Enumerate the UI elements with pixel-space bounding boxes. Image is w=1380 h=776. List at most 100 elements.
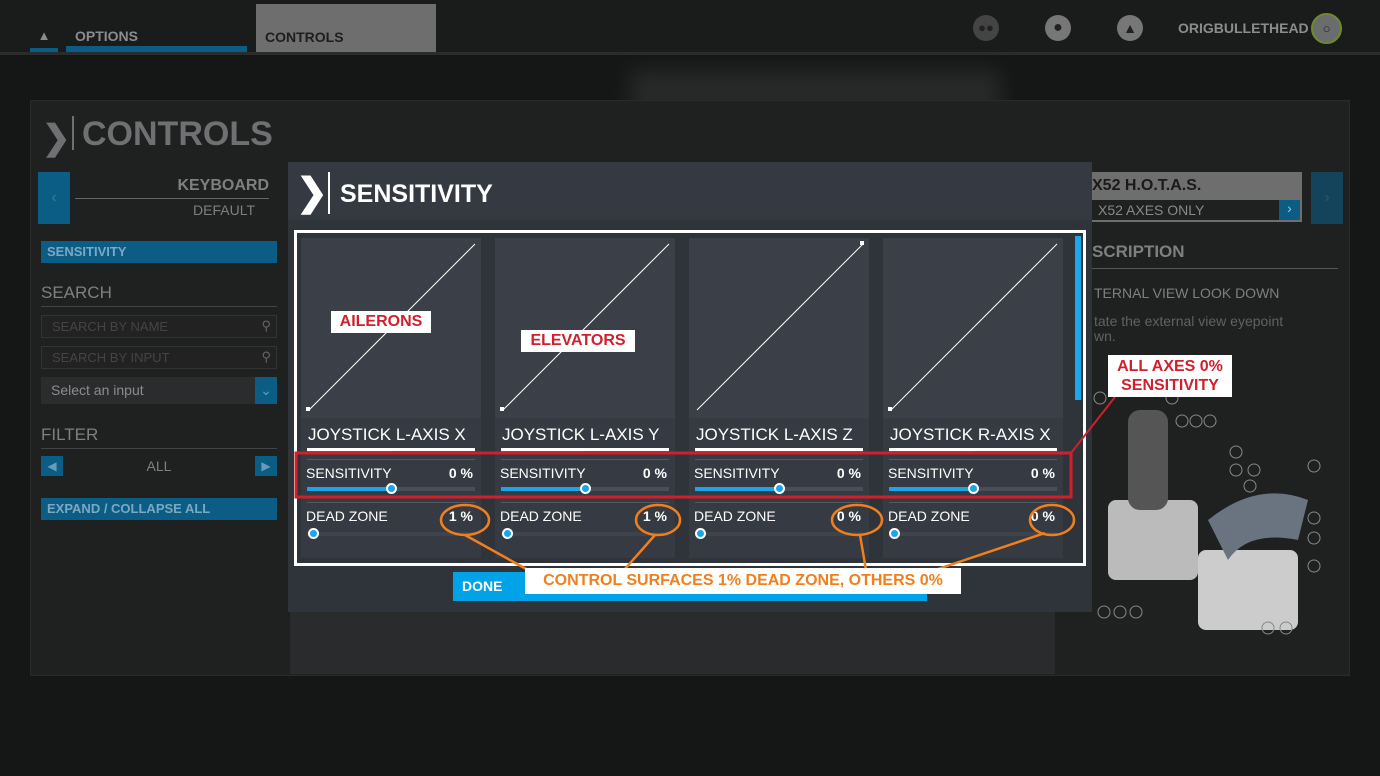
filter-value: ALL [146, 458, 172, 474]
axis-card: JOYSTICK L-AXIS X SENSITIVITY 0 % DEAD Z… [301, 238, 481, 558]
search-icon: ⚲ [261, 318, 271, 333]
tab-controls[interactable]: CONTROLS [256, 4, 436, 52]
device-name: KEYBOARD [75, 177, 269, 199]
sensitivity-value: 0 % [836, 465, 861, 481]
options-tab-underline [66, 46, 247, 52]
slider-handle[interactable] [695, 528, 706, 539]
curve-point [500, 407, 504, 411]
response-curve-graph [495, 238, 675, 418]
filter-next-button[interactable]: ▶ [255, 456, 277, 476]
axis-card: JOYSTICK L-AXIS Z SENSITIVITY 0 % DEAD Z… [689, 238, 869, 558]
chevron-logo-icon: ❯ [296, 172, 328, 214]
sensitivity-label: SENSITIVITY [500, 465, 586, 481]
chevron-down-icon: ⌄ [255, 377, 277, 404]
done-label: DONE [462, 578, 503, 594]
dead-zone-slider[interactable] [501, 528, 669, 539]
slider-handle[interactable] [889, 528, 900, 539]
divider [328, 172, 330, 214]
slider-handle[interactable] [386, 483, 397, 494]
username[interactable]: ORIGBULLETHEAD [1178, 20, 1309, 36]
profile-icon[interactable]: ● [1045, 15, 1071, 41]
device-name-right: X52 H.O.T.A.S. [1092, 177, 1202, 194]
slider-handle[interactable] [774, 483, 785, 494]
divider [889, 502, 1057, 503]
scrollbar[interactable] [1075, 236, 1081, 400]
divider [695, 502, 863, 503]
divider [695, 459, 863, 460]
dead-zone-value: 1 % [448, 508, 473, 524]
axis-name: JOYSTICK L-AXIS X [308, 425, 466, 444]
curve-point [860, 241, 864, 245]
profile-select[interactable]: X52 AXES ONLY › [1092, 200, 1300, 220]
dead-zone-label: DEAD ZONE [694, 508, 776, 524]
response-curve [696, 243, 864, 411]
response-curve-graph [689, 238, 869, 418]
description-title: SCRIPTION [1092, 242, 1338, 269]
annotation-red-line [1070, 396, 1116, 454]
annotation-line [934, 531, 1046, 572]
dead-zone-value: 0 % [1030, 508, 1055, 524]
divider [72, 116, 74, 150]
divider [307, 502, 475, 503]
description-text: tate the external view eyepoint wn. [1094, 314, 1283, 344]
friends-icon[interactable]: ●● [973, 15, 999, 41]
annotation-ellipse [830, 503, 884, 537]
sensitivity-slider[interactable] [695, 483, 863, 494]
profile-name: X52 AXES ONLY [1098, 202, 1205, 218]
preset-name[interactable]: DEFAULT [193, 202, 255, 218]
filter-label: FILTER [41, 425, 277, 449]
highlight-frame [294, 230, 1086, 566]
sensitivity-value: 0 % [448, 465, 473, 481]
filter-prev-button[interactable]: ◀ [41, 456, 63, 476]
slider-handle[interactable] [580, 483, 591, 494]
search-name-placeholder: SEARCH BY NAME [52, 319, 169, 334]
tab-controls-label: CONTROLS [265, 29, 344, 45]
dead-zone-slider[interactable] [889, 528, 1057, 539]
device-selector[interactable]: X52 H.O.T.A.S. X52 AXES ONLY › [1092, 172, 1302, 222]
dead-zone-value: 0 % [836, 508, 861, 524]
chevron-right-icon: › [1279, 200, 1300, 220]
annotation-line [623, 534, 656, 571]
annotation-line-2: SENSITIVITY [1121, 377, 1219, 394]
sensitivity-slider[interactable] [307, 483, 475, 494]
curve-point [888, 407, 892, 411]
dead-zone-label: DEAD ZONE [306, 508, 388, 524]
slider-handle[interactable] [502, 528, 513, 539]
hotas-diagram-image [1093, 391, 1321, 635]
slider-handle[interactable] [308, 528, 319, 539]
dead-zone-slider[interactable] [695, 528, 863, 539]
description-line: tate the external view eyepoint [1094, 313, 1284, 329]
slider-fill [307, 487, 391, 491]
tab-options[interactable]: OPTIONS [75, 28, 139, 44]
annotation-elevators: ELEVATORS [521, 330, 635, 352]
dead-zone-value: 1 % [642, 508, 667, 524]
response-curve [890, 243, 1058, 411]
slider-handle[interactable] [968, 483, 979, 494]
avatar-icon[interactable]: ○ [1311, 13, 1342, 44]
select-input-value: Select an input [51, 382, 144, 398]
annotation-all-axes: ALL AXES 0% SENSITIVITY [1108, 355, 1232, 397]
search-icon: ⚲ [261, 349, 271, 364]
search-by-input-input[interactable]: SEARCH BY INPUT ⚲ [41, 346, 277, 369]
search-label: SEARCH [41, 283, 277, 307]
search-by-name-input[interactable]: SEARCH BY NAME ⚲ [41, 315, 277, 338]
sensitivity-slider[interactable] [501, 483, 669, 494]
sensitivity-button[interactable]: SENSITIVITY [41, 241, 277, 263]
slider-fill [695, 487, 779, 491]
sensitivity-value: 0 % [1030, 465, 1055, 481]
next-device-button[interactable]: › [1311, 172, 1343, 224]
axis-card: JOYSTICK L-AXIS Y SENSITIVITY 0 % DEAD Z… [495, 238, 675, 558]
expand-collapse-button[interactable]: EXPAND / COLLAPSE ALL [41, 498, 277, 520]
sensitivity-label: SENSITIVITY [306, 465, 392, 481]
bell-icon[interactable]: ▲ [1117, 15, 1143, 41]
sensitivity-value: 0 % [642, 465, 667, 481]
sensitivity-slider[interactable] [889, 483, 1057, 494]
select-input-dropdown[interactable]: Select an input ⌄ [41, 377, 277, 404]
home-icon[interactable]: ▲ [30, 28, 58, 52]
dead-zone-slider[interactable] [307, 528, 475, 539]
prev-device-button[interactable]: ‹ [38, 172, 70, 224]
sensitivity-label: SENSITIVITY [888, 465, 974, 481]
divider [307, 459, 475, 460]
annotation-line [464, 533, 529, 572]
